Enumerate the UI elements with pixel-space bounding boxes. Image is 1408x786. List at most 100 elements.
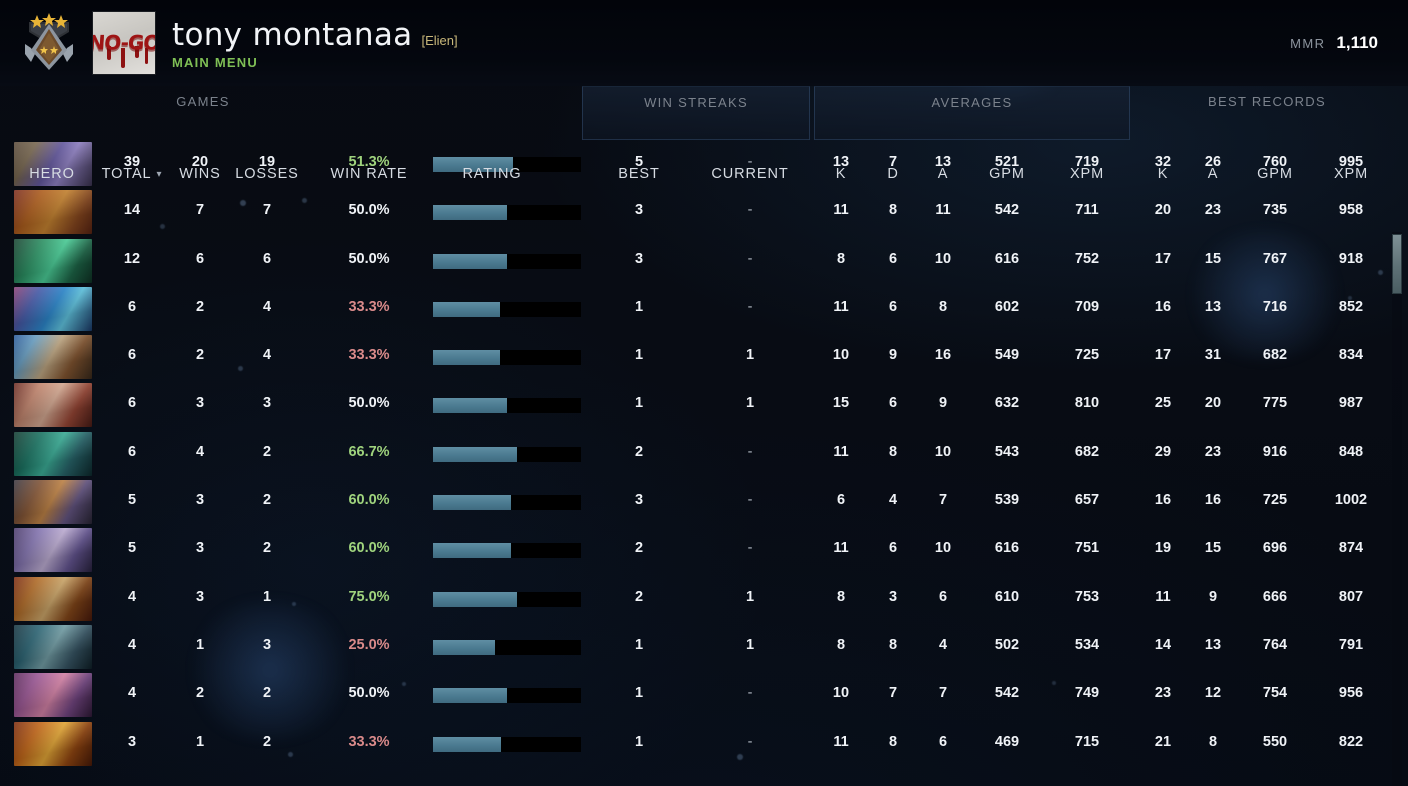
column-header-wins[interactable]: WINS — [179, 166, 221, 182]
hero-portrait-wraith-king[interactable] — [14, 238, 92, 283]
table-row[interactable]: 4 2 2 1 - 10 7 7 542 749 23 12 754 956 50.0% — [0, 671, 1408, 719]
cell-streak-cur: - — [747, 443, 753, 460]
cell-avg-k: 10 — [832, 347, 850, 364]
table-row[interactable]: 5 3 2 2 - 11 6 10 616 751 19 15 696 874 60.0% — [0, 526, 1408, 574]
cell-streak-cur: - — [747, 733, 753, 750]
cell-best-gpm: 682 — [1262, 347, 1288, 364]
column-header-best-xpm[interactable]: XPM — [1333, 166, 1369, 182]
mmr-label: MMR — [1290, 36, 1326, 51]
hero-portrait-mirana[interactable] — [14, 335, 92, 380]
cell-avg-xpm: 725 — [1074, 347, 1100, 364]
table-row[interactable]: 6 3 3 1 1 15 6 9 632 810 25 20 775 987 50.0% — [0, 381, 1408, 429]
cell-total: 39 — [123, 154, 141, 170]
column-header-win-rate[interactable]: WIN RATE — [330, 166, 408, 182]
cell-avg-xpm: 709 — [1074, 298, 1100, 315]
hero-portrait-slark[interactable] — [14, 431, 92, 476]
cell-best-k: 25 — [1154, 395, 1172, 412]
cell-streak-cur: 1 — [745, 347, 755, 364]
column-header-total[interactable]: TOTAL ▾ — [92, 166, 172, 182]
cell-avg-d: 8 — [888, 443, 898, 460]
hero-portrait-dragon-knight[interactable] — [14, 528, 92, 573]
column-header-avg-xpm[interactable]: XPM — [1069, 166, 1105, 182]
cell-best-a: 8 — [1208, 733, 1218, 750]
portrait-sheen — [14, 431, 92, 476]
hero-portrait-morphling[interactable] — [14, 286, 92, 331]
cell-avg-k: 15 — [832, 395, 850, 412]
portrait-sheen — [14, 383, 92, 428]
cell-best-k: 17 — [1154, 347, 1172, 364]
column-header-avg-a[interactable]: A — [937, 166, 949, 182]
portrait-sheen — [14, 624, 92, 669]
table-row[interactable]: 4 3 1 2 1 8 3 6 610 753 11 9 666 807 75.0% — [0, 575, 1408, 623]
rating-bar-fill — [433, 205, 507, 221]
rating-bar — [433, 350, 581, 366]
column-header-best-a[interactable]: A — [1207, 166, 1219, 182]
scrollbar-thumb[interactable] — [1392, 234, 1402, 294]
table-row[interactable]: 6 2 4 1 - 11 6 8 602 709 16 13 716 852 33.3% — [0, 285, 1408, 333]
table-row[interactable]: 12 6 6 3 - 8 6 10 616 752 17 15 767 918 50.0% — [0, 237, 1408, 285]
cell-avg-gpm: 543 — [994, 443, 1020, 460]
column-header-best-k[interactable]: K — [1157, 166, 1169, 182]
main-menu-link[interactable]: MAIN MENU — [172, 54, 258, 70]
cell-best-a: 9 — [1208, 588, 1218, 605]
cell-streak-cur: - — [747, 154, 753, 170]
column-header-avg-gpm[interactable]: GPM — [989, 166, 1025, 182]
column-header-rating[interactable]: RATING — [462, 166, 522, 182]
hero-portrait-art — [14, 528, 92, 573]
hero-portrait-earthshaker[interactable] — [14, 190, 92, 235]
cell-streak-best: 1 — [634, 395, 644, 412]
cell-best-a: 26 — [1204, 154, 1222, 170]
cell-total: 14 — [123, 202, 141, 219]
cell-avg-k: 6 — [836, 492, 846, 509]
cell-avg-gpm: 610 — [994, 588, 1020, 605]
cell-win-rate: 33.3% — [348, 733, 390, 750]
cell-streak-best: 2 — [634, 443, 644, 460]
column-header-avg-k[interactable]: K — [835, 166, 847, 182]
column-header-streak-best[interactable]: BEST — [618, 166, 660, 182]
cell-avg-xpm: 682 — [1074, 443, 1100, 460]
vertical-scrollbar[interactable] — [1392, 232, 1402, 786]
hero-rows: 39 20 19 5-13 7 13 521 719 32 26 760 995 51.3% 14 7 7 3-… — [0, 140, 1408, 780]
hero-portrait-phantom-assassin[interactable] — [14, 624, 92, 669]
rating-bar-fill — [433, 350, 500, 366]
table-row[interactable]: 5 3 2 3 - 6 4 7 539 657 16 16 725 1002 60.0% — [0, 478, 1408, 526]
cell-total: 6 — [127, 347, 137, 364]
hero-portrait-anti-mage[interactable] — [14, 480, 92, 525]
hero-portrait-legion-commander[interactable] — [14, 721, 92, 766]
rating-bar — [433, 736, 581, 752]
column-header-losses[interactable]: LOSSES — [235, 166, 299, 182]
hero-portrait-art — [14, 576, 92, 621]
cell-best-gpm: 696 — [1262, 540, 1288, 557]
hero-portrait-lifestealer[interactable] — [14, 576, 92, 621]
avatar-drip — [145, 48, 148, 64]
hero-portrait-templar-assassin[interactable] — [14, 673, 92, 718]
table-row[interactable]: 3 1 2 1-11 8 6 469 715 21 8 550 822 33.3% — [0, 720, 1408, 768]
cell-avg-d: 7 — [888, 685, 898, 702]
cell-avg-a: 7 — [938, 685, 948, 702]
column-header-streak-current[interactable]: CURRENT — [711, 166, 789, 182]
cell-wins: 20 — [191, 154, 209, 170]
column-header-hero[interactable]: HERO — [29, 166, 75, 182]
table-row[interactable]: 39 20 19 5 - 13 7 13 521 719 32 26 760 995 51.3% — [0, 140, 1408, 188]
cell-streak-best: 3 — [634, 202, 644, 219]
table-row[interactable]: 6 4 2 2 - 11 8 10 543 682 29 23 916 848 66.7% — [0, 430, 1408, 478]
rating-bar — [433, 446, 581, 462]
cell-wins: 2 — [195, 685, 205, 702]
column-header-avg-d[interactable]: D — [887, 166, 899, 182]
rating-bar — [433, 543, 581, 559]
rating-bar — [433, 495, 581, 511]
table-row[interactable]: 4 1 3 1 1 8 8 4 502 534 14 13 764 791 25.0% — [0, 623, 1408, 671]
hero-portrait-dazzle[interactable] — [14, 142, 92, 186]
portrait-sheen — [14, 142, 92, 186]
cell-avg-d: 9 — [888, 347, 898, 364]
cell-best-a: 20 — [1204, 395, 1222, 412]
hero-portrait-art — [14, 238, 92, 283]
cell-best-k: 11 — [1155, 588, 1171, 605]
column-header-best-gpm[interactable]: GPM — [1257, 166, 1293, 182]
table-row[interactable]: 6 2 4 1 1 10 9 16 549 725 17 31 682 834 33.3% — [0, 333, 1408, 381]
table-row[interactable]: 14 7 7 3 - 11 8 11 542 711 20 23 735 958 50.0% — [0, 188, 1408, 236]
hero-portrait-pudge[interactable] — [14, 383, 92, 428]
cell-avg-gpm: 549 — [994, 347, 1020, 364]
avatar[interactable]: NO-GO — [92, 11, 156, 75]
avatar-drip — [107, 46, 111, 60]
